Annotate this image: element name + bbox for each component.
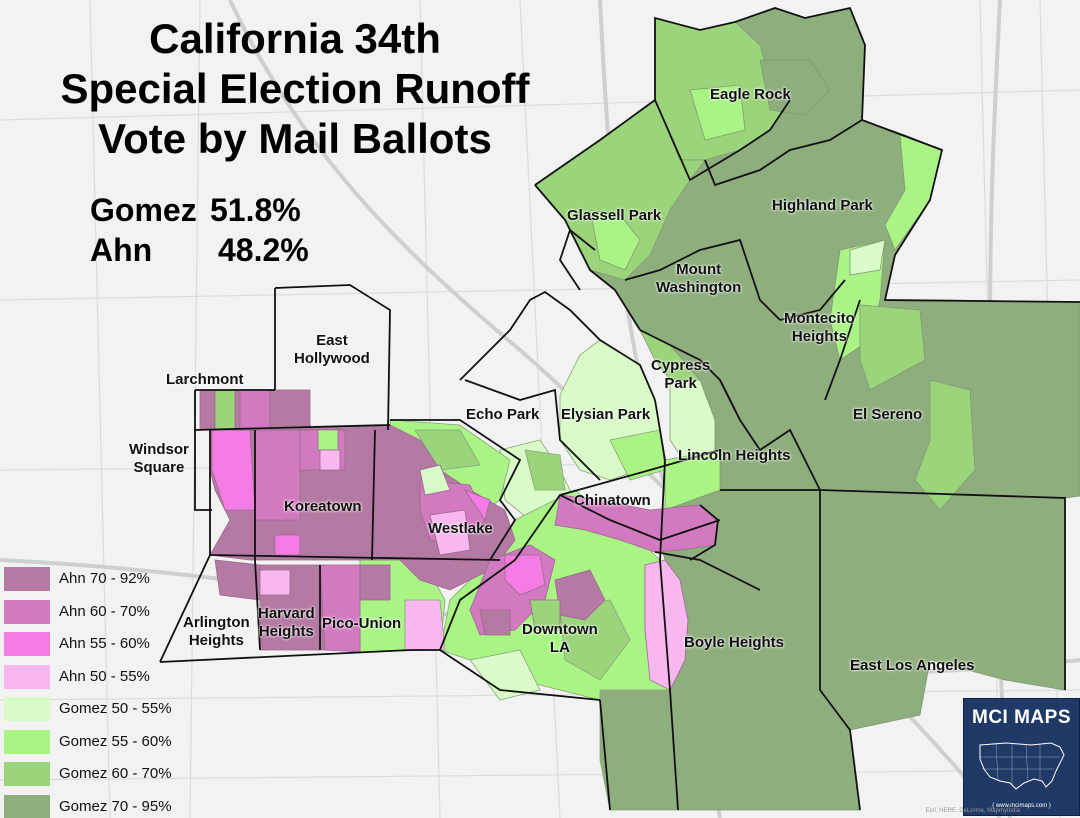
place-downtown-la: Downtown LA	[522, 621, 598, 657]
candidate-pct-gomez: 51.8%	[210, 192, 301, 228]
candidate-name-gomez: Gomez	[90, 192, 197, 228]
place-westlake: Westlake	[428, 520, 493, 537]
mci-maps-logo: MCI MAPS { www.mcimaps.com }	[963, 698, 1080, 816]
place-harvard-heights-line-2: Heights	[258, 623, 314, 640]
legend-swatch	[4, 729, 50, 754]
place-highland-park: Highland Park	[772, 197, 873, 214]
legend-label: Ahn 50 - 55%	[59, 667, 150, 685]
place-pico-union: Pico-Union	[322, 615, 402, 632]
legend-swatch	[4, 599, 50, 624]
legend-label: Ahn 55 - 60%	[59, 635, 150, 652]
result-ahn: Ahn 48.2%	[90, 232, 309, 269]
legend-item: Gomez 70 - 95%	[0, 790, 240, 818]
place-chinatown: Chinatown	[574, 492, 651, 509]
place-harvard-heights: Harvard Heights	[258, 605, 315, 641]
place-cypress-park-line-1: Cypress	[651, 357, 711, 374]
place-arlington-heights-line-2: Heights	[188, 632, 244, 649]
legend-item: Ahn 55 - 60%	[0, 627, 240, 660]
precincts-ahn	[199, 389, 719, 691]
place-elysian-park: Elysian Park	[561, 406, 651, 423]
place-cypress-park-line-2: Park	[664, 375, 697, 392]
legend-swatch	[4, 794, 50, 818]
legend-swatch	[4, 697, 50, 721]
place-east-hollywood-line-2: Hollywood	[294, 350, 370, 367]
place-koreatown: Koreatown	[284, 498, 362, 515]
place-downtown-la-line-1: Downtown	[522, 621, 598, 638]
legend-item: Ahn 60 - 70%	[0, 595, 240, 628]
legend-label: Ahn 70 - 92%	[59, 570, 150, 587]
place-arlington-heights-line-1: Arlington	[183, 614, 250, 631]
place-mount-washington-line-1: Mount	[676, 261, 722, 278]
place-harvard-heights-line-1: Harvard	[258, 605, 315, 622]
logo-url: { www.mcimaps.com }	[992, 803, 1051, 809]
place-glassell-park: Glassell Park	[567, 207, 662, 224]
legend: Ahn 70 - 92% Ahn 60 - 70% Ahn 55 - 60% A…	[0, 562, 240, 818]
place-echo-park: Echo Park	[466, 406, 540, 423]
place-east-los-angeles: East Los Angeles	[850, 657, 975, 674]
title-line-3: Vote by Mail Ballots	[98, 115, 492, 162]
legend-swatch	[4, 632, 50, 656]
place-eagle-rock: Eagle Rock	[710, 86, 791, 103]
place-windsor-square: Windsor Square	[129, 441, 189, 477]
map-title: California 34th Special Election Runoff …	[0, 14, 590, 164]
place-larchmont: Larchmont	[166, 371, 244, 388]
candidate-pct-ahn: 48.2%	[218, 232, 309, 268]
place-lincoln-heights: Lincoln Heights	[678, 447, 791, 464]
map-attribution: Esri, HERE, DeLorme, MapmyIndia	[925, 808, 1020, 814]
legend-label: Gomez 70 - 95%	[59, 797, 172, 815]
legend-item: Ahn 70 - 92%	[0, 562, 240, 595]
legend-label: Gomez 55 - 60%	[59, 732, 172, 750]
place-montecito-heights-line-1: Montecito	[784, 310, 855, 327]
place-mount-washington: Mount Washington	[656, 261, 741, 297]
title-line-2: Special Election Runoff	[60, 65, 530, 112]
legend-swatch	[4, 664, 50, 689]
place-el-sereno: El Sereno	[853, 406, 923, 423]
legend-label: Gomez 60 - 70%	[59, 765, 172, 782]
place-arlington-heights: Arlington Heights	[183, 614, 250, 650]
result-gomez: Gomez 51.8%	[90, 192, 301, 229]
legend-item: Gomez 50 - 55%	[0, 692, 240, 725]
legend-label: Ahn 60 - 70%	[59, 602, 150, 620]
candidate-name-ahn: Ahn	[90, 232, 153, 268]
place-east-hollywood: East Hollywood	[294, 332, 370, 368]
logo-title: MCI MAPS	[972, 707, 1071, 728]
legend-swatch	[4, 567, 50, 591]
place-montecito-heights: Montecito Heights	[784, 310, 855, 346]
legend-swatch	[4, 762, 50, 786]
place-east-hollywood-line-1: East	[316, 332, 348, 349]
legend-label: Gomez 50 - 55%	[59, 700, 172, 717]
place-downtown-la-line-2: LA	[549, 639, 570, 656]
legend-item: Ahn 50 - 55%	[0, 660, 240, 693]
neighborhood-boundaries	[159, 6, 1080, 811]
place-montecito-heights-line-2: Heights	[791, 328, 847, 345]
legend-item: Gomez 60 - 70%	[0, 757, 240, 790]
us-map-icon	[979, 742, 1065, 790]
place-windsor-square-line-1: Windsor	[129, 441, 189, 458]
place-windsor-square-line-2: Square	[133, 459, 185, 476]
place-cypress-park: Cypress Park	[651, 357, 710, 393]
legend-item: Gomez 55 - 60%	[0, 725, 240, 758]
place-mount-washington-line-2: Washington	[656, 279, 742, 296]
place-boyle-heights: Boyle Heights	[684, 634, 785, 651]
title-line-1: California 34th	[149, 15, 441, 62]
